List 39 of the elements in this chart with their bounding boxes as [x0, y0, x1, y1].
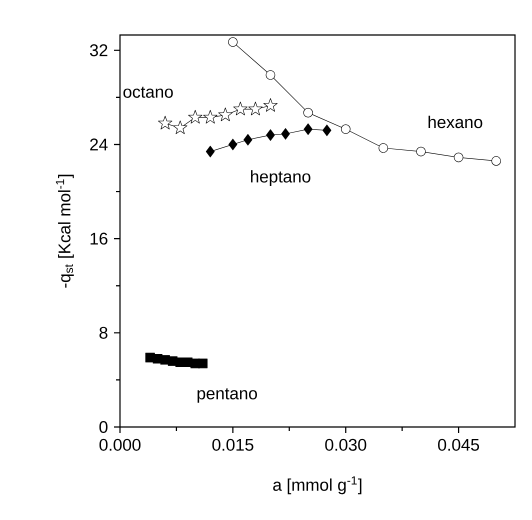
- x-axis-title: a [mmol g$^{-1}$]: [273, 476, 362, 494]
- y-axis-title: -q$_{st}$ [Kcal mol$^{-1}$]: [56, 174, 74, 288]
- point: [281, 128, 290, 140]
- point: [454, 152, 464, 162]
- y-tick-label: 32: [90, 44, 108, 56]
- point: [304, 123, 313, 135]
- point: [203, 110, 218, 124]
- point: [491, 156, 501, 166]
- point: [266, 70, 276, 80]
- x-tick-label: 0.000: [99, 438, 141, 451]
- point: [158, 116, 172, 130]
- y-tick-label: 24: [90, 138, 108, 150]
- x-tick-label: 0.030: [325, 438, 366, 451]
- point: [303, 108, 313, 118]
- point: [322, 124, 332, 136]
- point: [378, 143, 388, 153]
- legend-label: octano: [123, 86, 173, 98]
- point: [243, 134, 252, 146]
- y-tick-label: 0: [99, 421, 108, 433]
- series-label: pentano: [198, 388, 257, 403]
- point: [218, 108, 232, 122]
- point: [416, 146, 426, 156]
- point: [228, 37, 238, 47]
- x-tick-label: 0.045: [438, 438, 480, 451]
- x-tick-label: 0.015: [212, 438, 254, 451]
- point: [206, 146, 215, 158]
- point: [188, 110, 202, 124]
- series-label: heptano: [251, 170, 310, 186]
- y-tick-label: 16: [90, 232, 108, 245]
- y-tick-label: 8: [99, 326, 108, 339]
- point: [233, 102, 248, 116]
- point: [248, 102, 263, 116]
- series-label: hexano: [428, 116, 482, 128]
- point: [263, 98, 278, 112]
- point: [198, 358, 208, 368]
- point: [340, 124, 351, 134]
- point: [228, 138, 238, 150]
- point: [266, 129, 275, 141]
- point: [173, 120, 188, 134]
